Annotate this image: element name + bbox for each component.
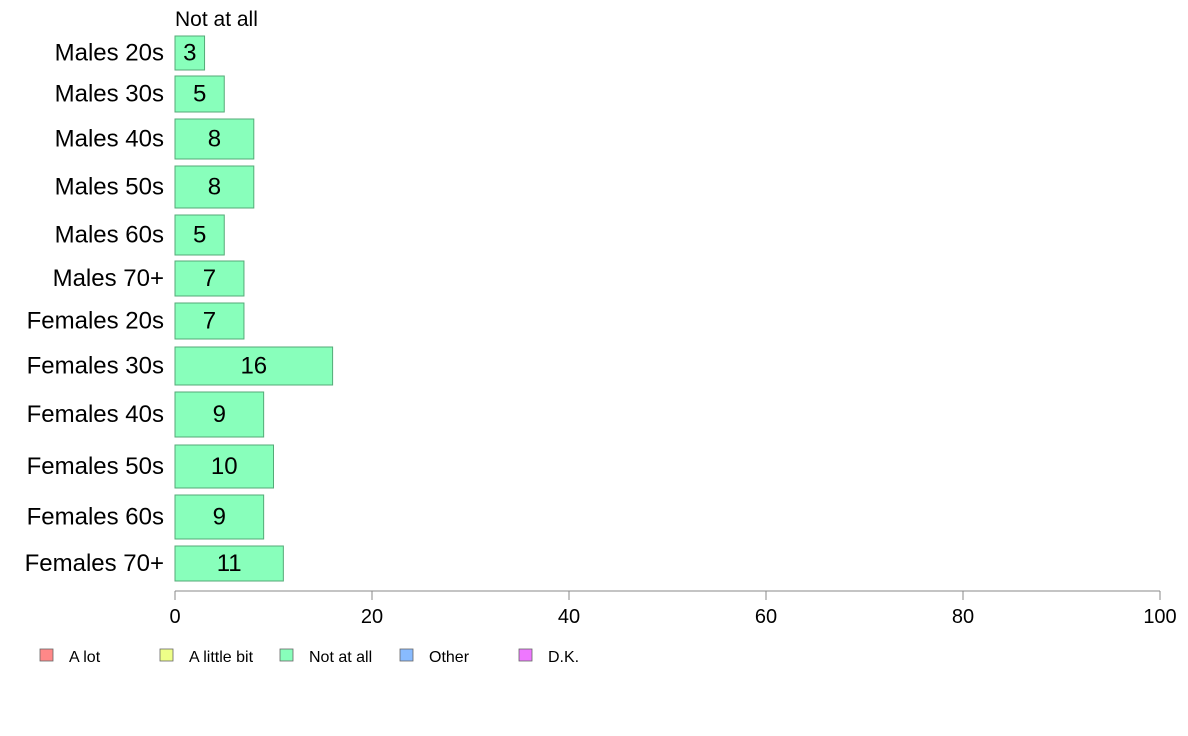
bar-value-label: 9 xyxy=(213,504,226,531)
legend-swatch xyxy=(39,648,54,662)
legend: A lot A little bit Not at all Other D.K. xyxy=(39,648,579,666)
bar-value-label: 8 xyxy=(208,126,221,153)
legend-label: A little bit xyxy=(189,649,254,666)
bar xyxy=(174,75,225,113)
category-label: Males 70+ xyxy=(53,265,164,292)
bar xyxy=(174,214,225,256)
category-label: Females 30s xyxy=(27,353,164,380)
legend-swatch xyxy=(399,648,414,662)
bar xyxy=(174,391,265,438)
category-label: Females 40s xyxy=(27,401,164,428)
x-tick-label: 20 xyxy=(361,606,383,628)
bar-value-label: 11 xyxy=(217,550,242,577)
bars-group: Males 20s 3 Males 30s 5 Males 40s 8 Males 50s 8… xyxy=(25,35,334,582)
category-label: Males 20s xyxy=(55,40,164,67)
x-tick-label: 0 xyxy=(169,606,180,628)
bar-value-label: 3 xyxy=(183,40,196,67)
x-axis: 0 20 40 60 80 100 xyxy=(169,590,1177,628)
bar xyxy=(174,346,334,386)
bar xyxy=(174,118,255,160)
category-label: Males 50s xyxy=(55,174,164,201)
bar-value-label: 5 xyxy=(193,222,206,249)
bar-value-label: 5 xyxy=(193,81,206,108)
x-tick-label: 60 xyxy=(755,606,777,628)
x-tick-label: 100 xyxy=(1143,606,1176,628)
bar xyxy=(174,545,284,582)
x-tick-label: 80 xyxy=(952,606,974,628)
bar xyxy=(174,35,206,71)
bar-value-label: 9 xyxy=(213,401,226,428)
legend-label: Not at all xyxy=(309,649,372,666)
series-title: Not at all xyxy=(175,8,258,31)
category-label: Females 20s xyxy=(27,308,164,335)
bar-value-label: 7 xyxy=(203,265,216,292)
legend-label: D.K. xyxy=(548,649,579,666)
bar-value-label: 7 xyxy=(203,308,216,335)
category-label: Females 60s xyxy=(27,504,164,531)
bar xyxy=(174,165,255,209)
bar-value-label: 16 xyxy=(240,353,267,380)
legend-swatch xyxy=(279,648,294,662)
legend-swatch xyxy=(159,648,174,662)
bar xyxy=(174,302,245,340)
bar-value-label: 8 xyxy=(208,174,221,201)
bar-value-label: 10 xyxy=(211,453,238,480)
legend-label: Other xyxy=(429,649,470,666)
legend-label: A lot xyxy=(69,649,101,666)
bar xyxy=(174,494,265,540)
category-label: Males 60s xyxy=(55,222,164,249)
legend-swatch xyxy=(518,648,533,662)
category-label: Males 40s xyxy=(55,126,164,153)
category-label: Females 70+ xyxy=(25,550,164,577)
category-label: Males 30s xyxy=(55,81,164,108)
x-tick-label: 40 xyxy=(558,606,580,628)
bar xyxy=(174,444,274,489)
category-label: Females 50s xyxy=(27,453,164,480)
bar xyxy=(174,260,245,297)
